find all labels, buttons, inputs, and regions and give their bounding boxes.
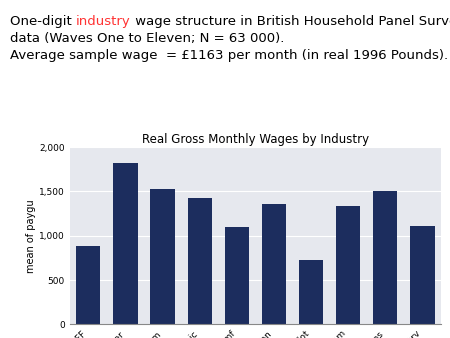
Text: One-digit: One-digit <box>10 15 76 28</box>
Y-axis label: mean of paygu: mean of paygu <box>27 199 36 272</box>
Bar <box>299 260 323 324</box>
Title: Real Gross Monthly Wages by Industry: Real Gross Monthly Wages by Industry <box>142 133 369 146</box>
Bar <box>373 191 397 324</box>
Bar <box>336 206 360 324</box>
Text: wage structure in British Household Panel Survey: wage structure in British Household Pane… <box>131 15 450 28</box>
Bar <box>150 189 175 324</box>
Bar <box>262 204 286 324</box>
Bar <box>410 226 435 324</box>
Bar <box>113 163 138 324</box>
Text: Average sample wage  = £1163 per month (in real 1996 Pounds).: Average sample wage = £1163 per month (i… <box>10 49 448 62</box>
Text: industry: industry <box>76 15 131 28</box>
Bar <box>225 227 249 324</box>
Bar <box>76 245 100 324</box>
Bar <box>188 198 212 324</box>
Text: data (Waves One to Eleven; N = 63 000).: data (Waves One to Eleven; N = 63 000). <box>10 32 284 45</box>
